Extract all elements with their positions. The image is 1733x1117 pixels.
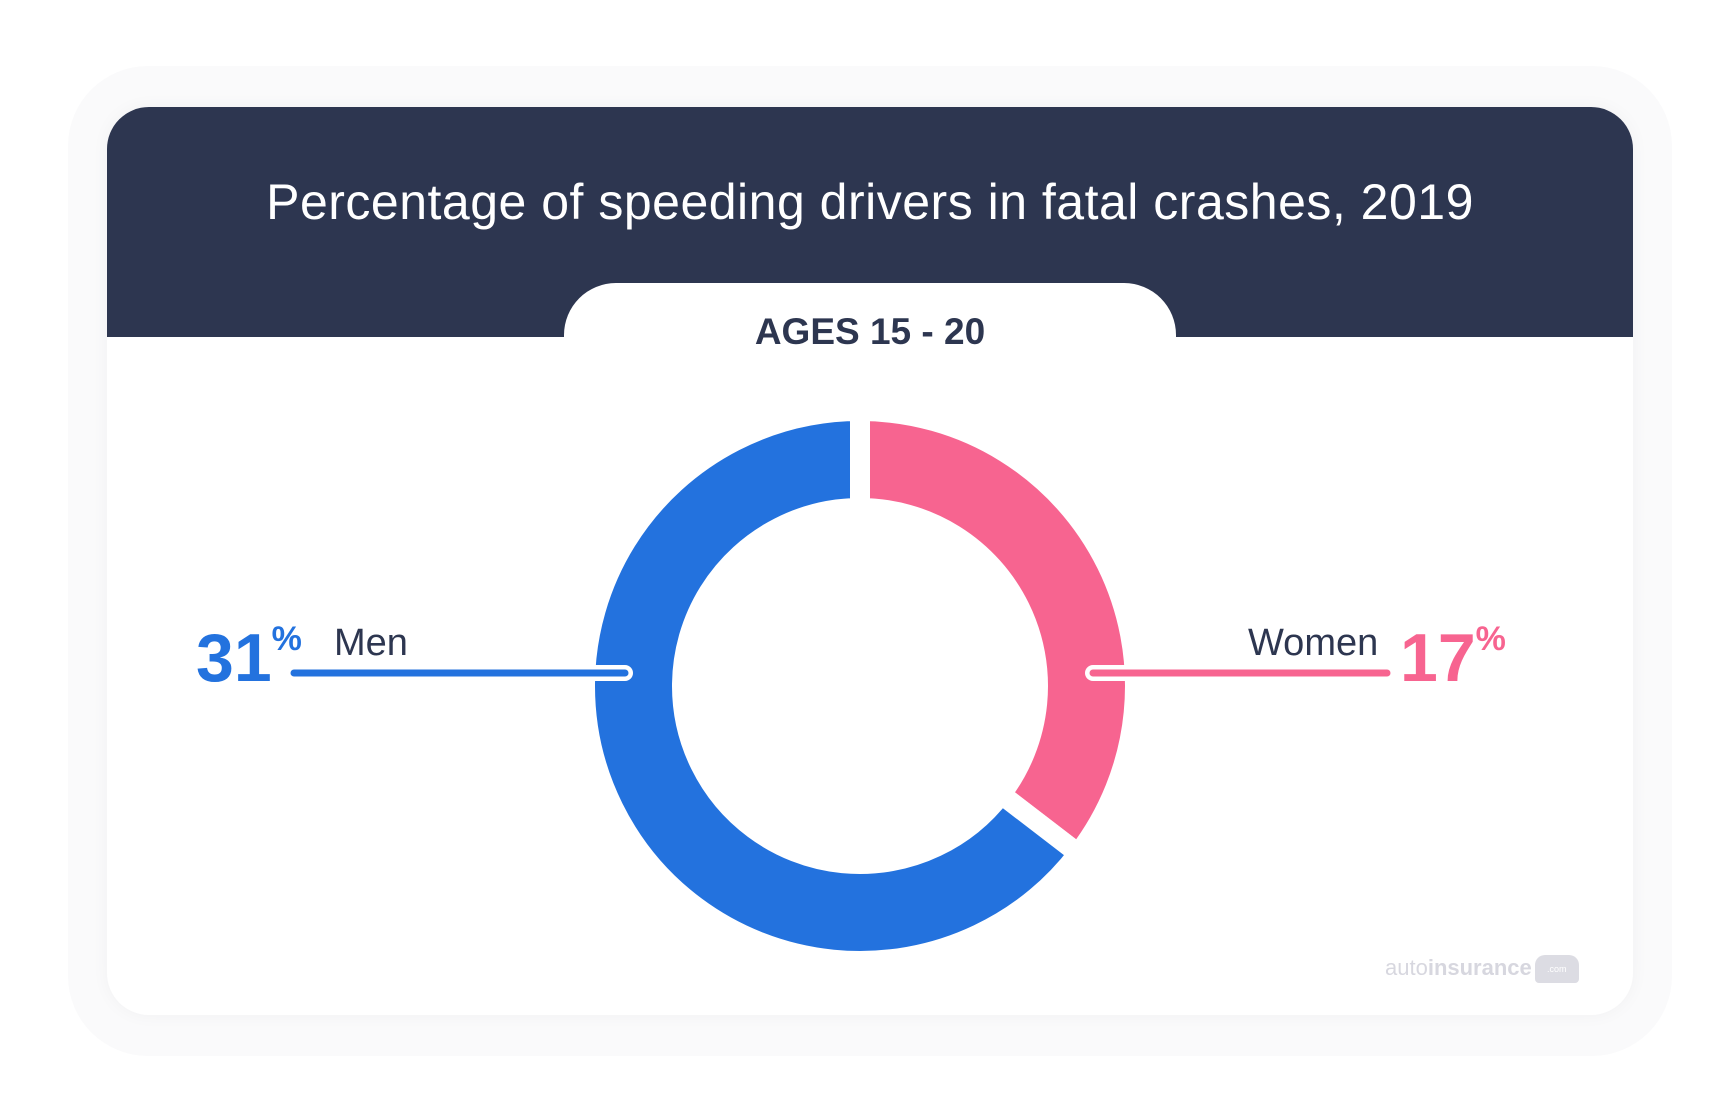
men-value: 31 <box>196 620 272 696</box>
donut-slice-women <box>850 400 1145 868</box>
autoinsurance-logo: autoinsurance .com <box>1385 955 1579 984</box>
chart-subtitle: AGES 15 - 20 <box>754 311 986 352</box>
donut-slice-men <box>575 400 1093 971</box>
women-value: 17 <box>1400 620 1476 696</box>
women-category-label: Women <box>1248 622 1379 664</box>
chart-title: Percentage of speeding drivers in fatal … <box>266 174 1474 230</box>
logo-bold: insurance <box>1427 955 1532 980</box>
subtitle-tab: AGES 15 - 20 <box>564 283 1176 403</box>
men-value-label: 31% <box>196 622 302 692</box>
men-unit: % <box>271 620 302 658</box>
men-category-label: Men <box>334 622 408 664</box>
car-icon: .com <box>1534 955 1579 984</box>
women-unit: % <box>1475 620 1506 658</box>
logo-suffix: .com <box>1547 964 1567 975</box>
logo-light: auto <box>1385 955 1428 980</box>
women-value-label: 17% <box>1400 622 1506 692</box>
infographic-card: Percentage of speeding drivers in fatal … <box>107 107 1633 1015</box>
